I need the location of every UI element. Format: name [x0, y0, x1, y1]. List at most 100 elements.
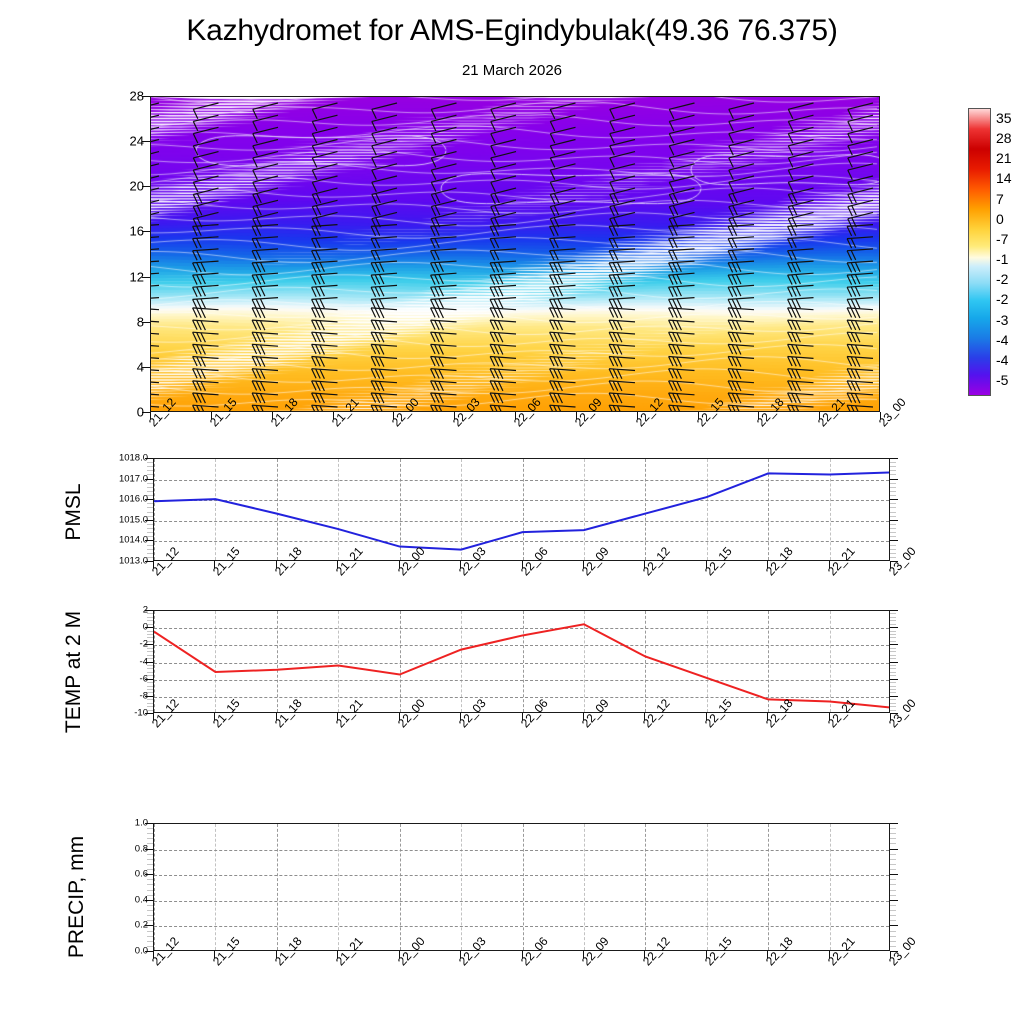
y-minor-tick-right	[890, 511, 896, 513]
y-axis-label: 1018.0	[118, 452, 148, 464]
wind-barb	[370, 319, 398, 331]
grid-line-vertical	[215, 459, 217, 560]
wind-barb	[370, 284, 398, 297]
x-tick	[153, 561, 154, 568]
wind-barb	[609, 163, 636, 180]
y-tick	[145, 661, 153, 663]
wind-barb	[370, 404, 398, 411]
wind-barb	[430, 260, 457, 273]
precip-axis-title: PRECIP, mm	[65, 835, 88, 959]
wind-barb	[846, 224, 874, 237]
y-minor-tick-right	[890, 940, 896, 942]
y-minor-tick	[147, 634, 153, 636]
grid-line-vertical	[768, 459, 770, 560]
y-tick	[145, 610, 153, 611]
wind-barb	[787, 175, 814, 192]
y-tick-right	[890, 925, 898, 927]
grid-line-vertical	[461, 611, 463, 712]
wind-barb	[549, 392, 576, 404]
y-minor-tick-right	[890, 828, 896, 830]
wind-barb	[549, 151, 576, 168]
wind-barb	[549, 404, 576, 411]
wind-barb	[192, 404, 219, 411]
temp2m-panel[interactable]	[153, 610, 890, 713]
y-minor-tick	[147, 613, 153, 615]
wind-barb	[787, 126, 814, 144]
wind-barb	[430, 380, 457, 392]
colorbar-tick-label: 0	[996, 210, 1004, 227]
wind-barb	[151, 405, 160, 408]
wind-barb	[430, 343, 457, 355]
wind-barb	[192, 114, 219, 132]
y-axis-label: 1015.0	[118, 514, 148, 526]
wind-barb	[151, 332, 160, 335]
wind-barb	[371, 187, 398, 205]
y-tick-right	[890, 627, 898, 629]
wind-barb	[251, 392, 279, 404]
wind-barb	[151, 199, 160, 203]
y-tick-right	[890, 610, 898, 611]
wind-barb	[489, 343, 517, 355]
wind-barb	[192, 224, 219, 237]
x-tick	[890, 951, 891, 958]
x-tick	[705, 561, 707, 568]
y-minor-tick-right	[890, 920, 896, 922]
grid-line-horizontal	[154, 875, 889, 877]
y-axis-label: -6	[139, 673, 148, 685]
wind-barb	[549, 380, 576, 392]
y-tick-right	[890, 499, 898, 501]
temperature-colorbar[interactable]	[968, 108, 991, 396]
y-minor-tick	[147, 869, 153, 871]
grid-line-vertical	[829, 824, 831, 950]
y-minor-tick	[147, 884, 153, 886]
y-minor-tick-right	[890, 889, 896, 891]
pmsl-panel[interactable]	[153, 458, 890, 561]
wind-barb	[370, 272, 398, 285]
y-minor-tick	[147, 620, 153, 622]
y-minor-tick-right	[890, 930, 896, 932]
grid-line-horizontal	[154, 696, 889, 698]
wind-barb	[668, 368, 695, 380]
y-minor-tick-right	[890, 647, 896, 649]
wind-barb	[252, 138, 279, 156]
y-tick	[142, 186, 150, 188]
x-tick	[153, 951, 154, 958]
wind-barb	[787, 284, 814, 297]
wind-barb	[846, 368, 874, 380]
cross-section-panel[interactable]	[150, 96, 880, 412]
colorbar-tick-label: 14	[996, 170, 1012, 187]
colorbar-tick-label: -4	[996, 351, 1009, 368]
wind-barb	[252, 187, 279, 205]
wind-barb	[311, 272, 338, 285]
wind-barb	[668, 187, 695, 205]
wind-barb	[251, 224, 279, 237]
wind-barb	[727, 380, 755, 392]
grid-line-horizontal	[154, 645, 889, 647]
precip-panel[interactable]	[153, 823, 890, 951]
grid-line-vertical	[154, 459, 155, 560]
y-tick	[145, 644, 153, 646]
y-minor-tick-right	[890, 706, 896, 708]
y-tick	[145, 848, 153, 850]
wind-barb	[846, 260, 874, 273]
wind-barb	[608, 392, 636, 404]
grid-line-vertical	[706, 459, 708, 560]
wind-barb	[728, 102, 755, 120]
wind-barb	[787, 236, 814, 249]
wind-barb	[847, 175, 874, 192]
wind-barb	[728, 175, 755, 192]
y-minor-tick-right	[890, 470, 896, 472]
wind-barb	[370, 331, 398, 343]
colorbar-tick-label: 28	[996, 130, 1012, 147]
wind-barb	[151, 345, 160, 347]
wind-barb	[430, 272, 457, 285]
wind-barb	[668, 126, 695, 144]
wind-barb	[151, 211, 160, 216]
wind-barb	[311, 380, 338, 392]
y-axis-label: 1.0	[134, 817, 148, 829]
y-minor-tick-right	[890, 536, 896, 538]
wind-barb	[311, 151, 338, 168]
wind-barb	[430, 224, 457, 237]
x-tick	[582, 713, 584, 720]
wind-barb	[151, 369, 160, 372]
